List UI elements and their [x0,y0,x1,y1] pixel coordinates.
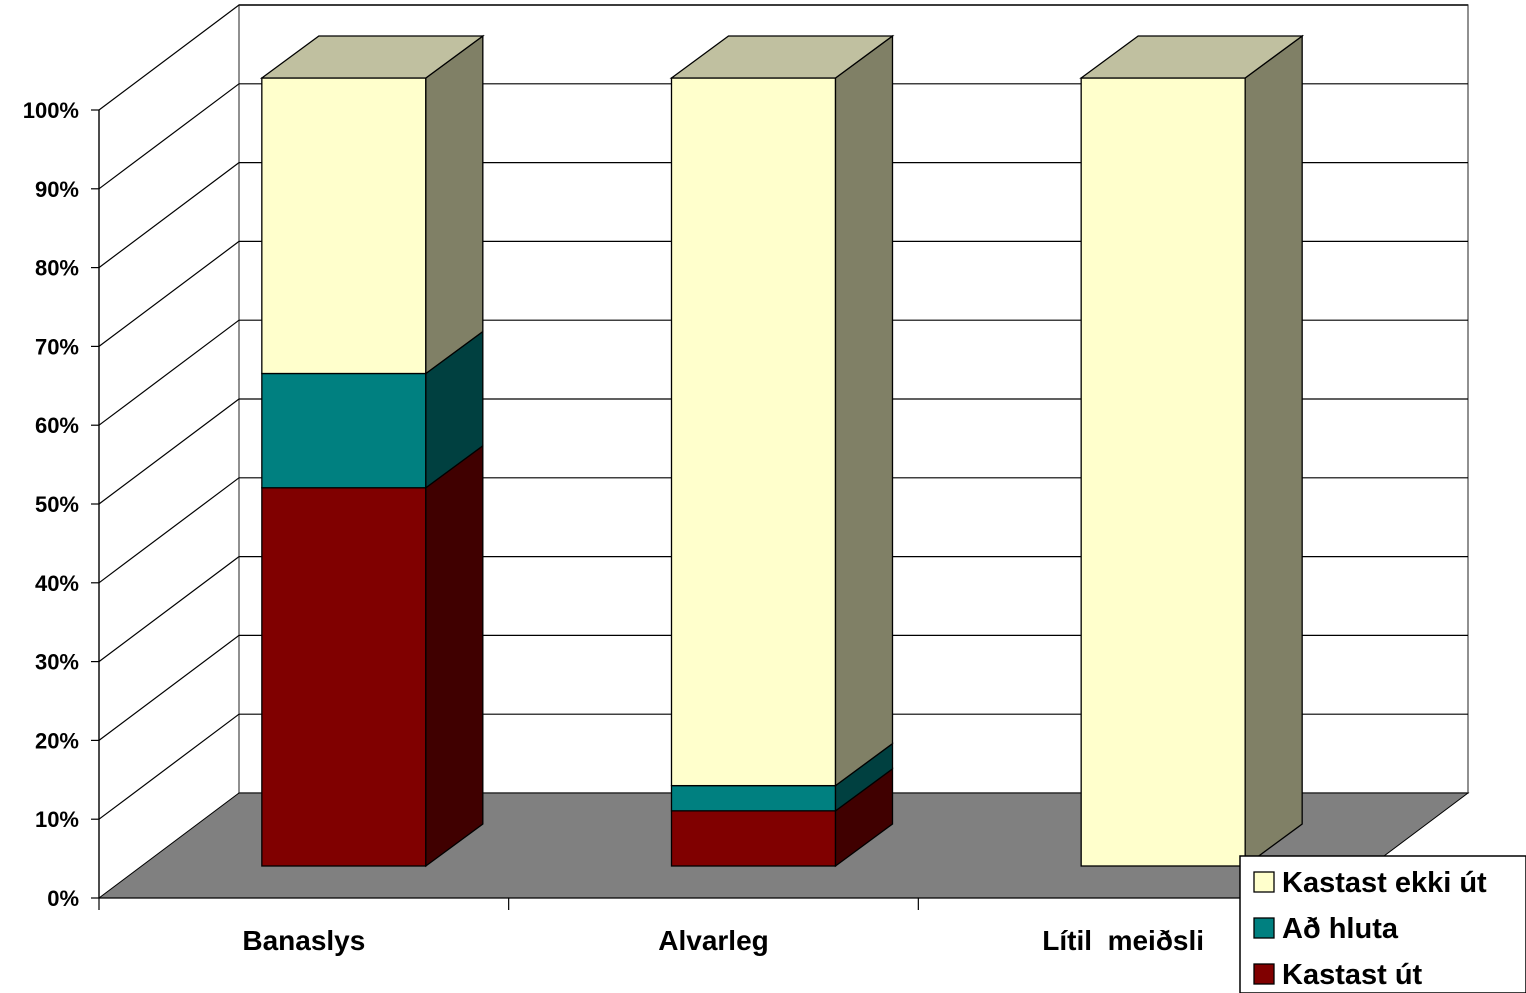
bar-group [259,34,1305,868]
bar-0-seg-0-side [425,444,484,868]
legend-label-2: Kastast út [1282,959,1423,991]
category-label-1: Alvarleg [658,925,769,956]
value-axis: 0% 10% 20% 30% 40% 50% 60% 70% 80% 90% 100% [23,98,100,911]
bar-2-seg-2-front [1080,77,1246,867]
gridline-side-7 [98,240,240,347]
bar-0-seg-2-front [261,77,427,375]
y-tick-label-10: 100% [23,98,79,123]
y-tick-label-0: 0% [47,886,79,911]
bar-0-seg-2-side [425,34,484,375]
legend: Kastast ekki út Að hluta Kastast út [1239,855,1526,993]
y-tick-label-6: 60% [35,413,79,438]
legend-swatch-1 [1253,917,1275,939]
gridline-side-10 [98,4,240,111]
y-tick-label-3: 30% [35,650,79,675]
y-tick-label-1: 10% [35,807,79,832]
bar-1-seg-2-front [670,77,837,787]
gridline-side-4 [98,477,240,584]
y-tick-label-8: 80% [35,256,79,281]
legend-box [1239,855,1526,993]
legend-swatch-2 [1253,963,1275,985]
y-tick-label-2: 20% [35,728,79,753]
legend-label-1: Að hluta [1282,913,1399,945]
bar-0-seg-0-front [261,487,427,867]
bar-0-seg-1-front [261,372,427,489]
gridline-side-6 [98,319,240,426]
y-tick-label-7: 70% [35,334,79,359]
bar-1-seg-1-front [670,784,837,812]
bar-0-top [259,35,485,79]
bar-2-top [1079,35,1305,79]
category-label-2: Lítil meiðsli [1042,925,1204,956]
y-tick-label-9: 90% [35,177,79,202]
category-label-0: Banaslys [242,925,365,956]
bar-2-seg-2-side [1244,34,1303,868]
bar-1-top [669,35,895,79]
legend-label-0: Kastast ekki út [1282,867,1487,899]
gridline-side-3 [98,556,240,663]
legend-swatch-0 [1253,871,1275,893]
gridline-side-9 [98,83,240,190]
gridline-side-1 [98,713,240,820]
bar-1-seg-0-front [670,810,837,867]
bar-1-seg-2-side [834,34,894,787]
gridline-side-5 [98,398,240,505]
category-axis: Banaslys Alvarleg Lítil meiðsli [98,897,1329,956]
y-tick-label-5: 50% [35,492,79,517]
gridline-side-2 [98,634,240,741]
y-tick-label-4: 40% [35,571,79,596]
gridline-side-8 [98,162,240,269]
